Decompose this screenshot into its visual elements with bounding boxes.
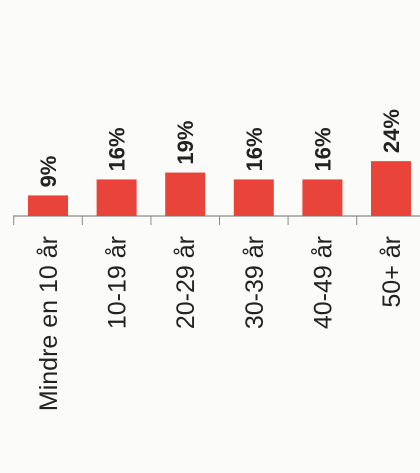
- bars: [28, 161, 411, 216]
- category-label: Mindre en 10 år: [35, 236, 63, 411]
- value-label: 19%: [173, 121, 198, 165]
- category-label: 10-19 år: [104, 236, 132, 329]
- value-label: 24%: [379, 109, 404, 153]
- bar: [96, 179, 137, 216]
- bar: [28, 195, 68, 216]
- bar: [302, 179, 343, 216]
- value-label: 9%: [36, 156, 61, 188]
- value-label: 16%: [310, 127, 335, 171]
- x-axis: [13, 215, 420, 225]
- bar: [371, 161, 411, 216]
- category-label: 20-29 år: [172, 236, 200, 329]
- bar: [233, 179, 274, 216]
- bar: [165, 172, 206, 216]
- category-labels: Mindre en 10 år 10-19 år 20-29 år 30-39 år 4…: [35, 236, 406, 411]
- category-label: 30-39 år: [241, 236, 269, 329]
- value-labels: 9% 16% 19% 16% 16% 24%: [36, 109, 404, 187]
- category-label: 40-49 år: [309, 236, 337, 329]
- category-label: 50+ år: [378, 236, 406, 308]
- value-label: 16%: [242, 127, 267, 171]
- value-label: 16%: [105, 127, 130, 171]
